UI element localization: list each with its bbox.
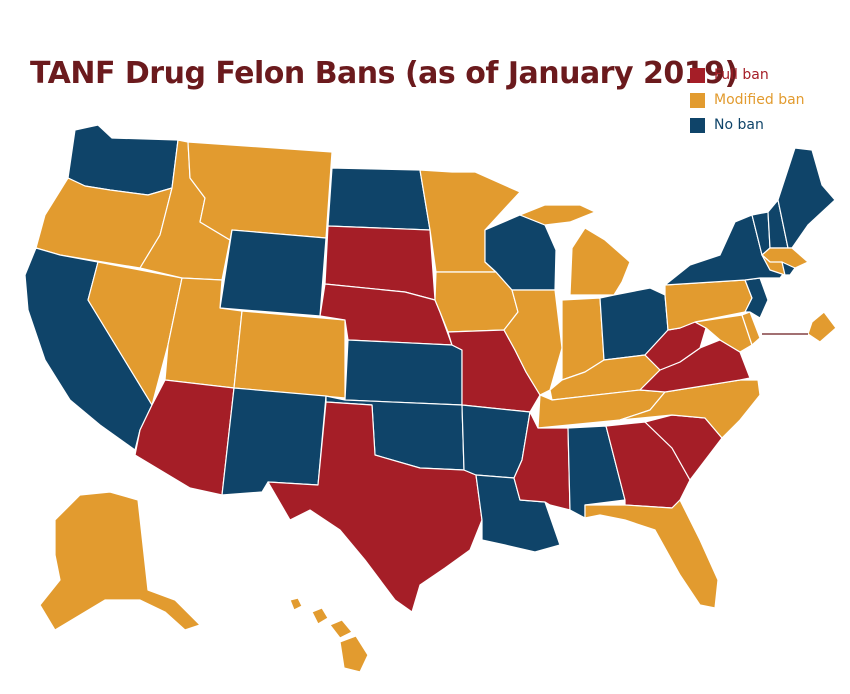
- legend-item-no-ban: No ban: [690, 114, 805, 136]
- state-mi[interactable]: [519, 204, 631, 296]
- legend-swatch-full-ban: [690, 67, 705, 83]
- legend-label-no-ban: No ban: [714, 117, 764, 133]
- state-hi[interactable]: [289, 597, 369, 673]
- legend-label-full-ban: Full ban: [714, 67, 769, 83]
- state-mt[interactable]: [187, 141, 333, 241]
- legend-swatch-modified-ban: [690, 92, 705, 108]
- legend: Full ban Modified ban No ban: [690, 64, 805, 139]
- state-wa[interactable]: [67, 124, 179, 196]
- state-il[interactable]: [503, 289, 563, 396]
- state-ak[interactable]: [39, 491, 201, 631]
- legend-item-modified-ban: Modified ban: [690, 89, 805, 111]
- state-me[interactable]: [777, 147, 836, 249]
- legend-item-full-ban: Full ban: [690, 64, 805, 86]
- state-dc[interactable]: [807, 311, 837, 343]
- map-title: TANF Drug Felon Bans (as of January 2019…: [30, 56, 738, 91]
- state-ks[interactable]: [344, 339, 463, 406]
- state-nv[interactable]: [87, 261, 183, 406]
- state-fl[interactable]: [584, 499, 719, 609]
- state-nj[interactable]: [744, 277, 769, 319]
- legend-swatch-no-ban: [690, 117, 705, 133]
- state-nm[interactable]: [221, 387, 327, 496]
- legend-label-modified-ban: Modified ban: [714, 92, 805, 108]
- state-wy[interactable]: [219, 229, 327, 317]
- state-co[interactable]: [233, 310, 346, 399]
- state-ri[interactable]: [781, 261, 796, 276]
- state-de[interactable]: [741, 311, 761, 346]
- state-nd[interactable]: [327, 167, 431, 231]
- state-tx[interactable]: [267, 401, 483, 613]
